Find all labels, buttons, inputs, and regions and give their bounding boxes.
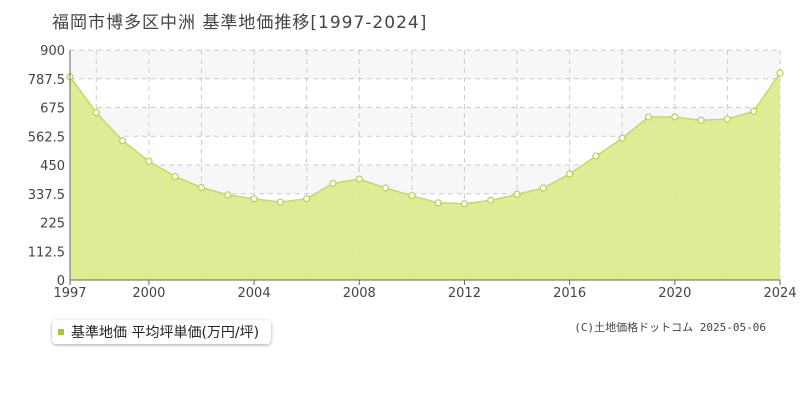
area-series [69, 72, 781, 280]
y-tick-label: 112.5 [28, 245, 65, 260]
data-point [460, 200, 469, 208]
x-tick-label: 2000 [132, 286, 165, 301]
x-tick-label: 2024 [763, 286, 796, 301]
data-point [355, 175, 363, 183]
legend-swatch [58, 329, 64, 335]
area-fill [70, 73, 780, 280]
y-tick-label: 900 [40, 44, 65, 59]
y-axis-ticks: 0 112.5 225 337.5 450 562.5 675 787.5 900 [28, 44, 65, 289]
data-point [697, 116, 705, 124]
data-point [539, 184, 547, 192]
x-tick-label: 2020 [658, 286, 691, 301]
y-tick-label: 225 [40, 217, 65, 232]
x-tick-label: 1997 [53, 286, 86, 301]
data-point [250, 195, 258, 203]
data-point [513, 190, 521, 198]
data-point [381, 184, 390, 192]
y-tick-label: 450 [40, 159, 65, 174]
data-point [566, 170, 574, 178]
legend-label: 基準地価 平均坪単価(万円/坪) [71, 325, 260, 341]
data-point [276, 198, 284, 206]
x-axis-ticks: 1997 2000 2004 2008 2012 2016 2020 2024 [53, 280, 797, 301]
data-point [723, 115, 732, 123]
axes [69, 50, 780, 281]
data-point [224, 191, 232, 199]
y-tick-label: 787.5 [28, 73, 65, 88]
data-point [303, 195, 311, 203]
data-point [644, 113, 653, 121]
data-point [118, 137, 127, 145]
y-tick-label: 675 [40, 102, 65, 117]
legend: 基準地価 平均坪単価(万円/坪) [52, 320, 272, 344]
x-tick-label: 2016 [553, 286, 586, 301]
plot-band [70, 50, 780, 79]
data-point [592, 152, 600, 160]
data-point [671, 113, 679, 121]
y-tick-label: 0 [57, 274, 65, 289]
y-tick-label: 562.5 [28, 130, 65, 145]
x-tick-label: 2012 [448, 286, 481, 301]
plot-band [70, 78, 780, 108]
y-tick-label: 337.5 [28, 188, 65, 203]
copyright: (C)土地価格ドットコム 2025-05-06 [574, 321, 766, 334]
data-point [171, 172, 179, 181]
data-point [618, 134, 626, 142]
data-point [408, 192, 416, 200]
data-point [329, 179, 337, 187]
series-line [69, 72, 781, 205]
data-point [776, 69, 784, 77]
x-tick-label: 2008 [343, 286, 376, 301]
data-point [145, 157, 153, 165]
data-point [487, 196, 495, 204]
data-point [197, 183, 206, 192]
x-tick-label: 2004 [238, 286, 271, 301]
data-point [750, 107, 758, 115]
data-markers [66, 69, 784, 208]
data-point [92, 109, 100, 117]
chart-title: 福岡市博多区中洲 基準地価推移[1997-2024] [52, 13, 428, 33]
data-point [434, 199, 442, 207]
